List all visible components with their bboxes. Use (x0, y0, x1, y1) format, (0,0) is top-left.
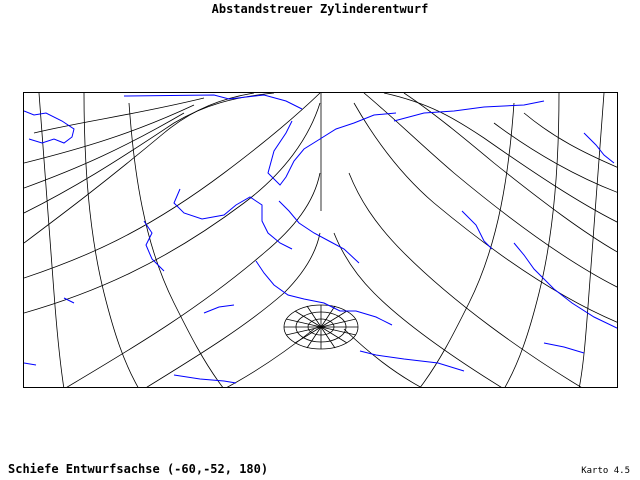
map-title: Abstandstreuer Zylinderentwurf (211, 2, 429, 16)
coastlines (24, 94, 617, 384)
software-version: Karto 4.5 (581, 466, 630, 476)
graticule (24, 93, 617, 387)
map-frame (23, 92, 618, 388)
map-canvas (24, 93, 617, 387)
projection-caption: Schiefe Entwurfsachse (-60,-52, 180) (8, 462, 269, 476)
pole-rosette (283, 304, 359, 350)
